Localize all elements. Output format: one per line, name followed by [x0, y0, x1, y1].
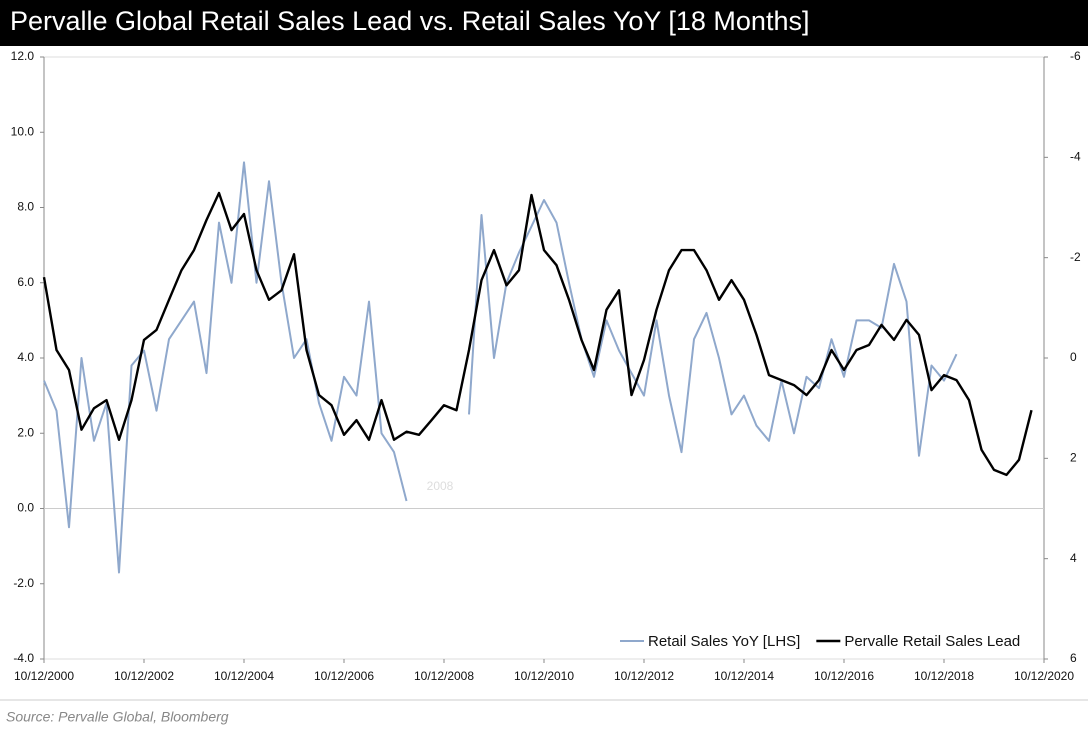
y2-tick-label: 6 [1070, 651, 1077, 665]
source: Source: Pervalle Global, Bloomberg [6, 709, 229, 725]
y2-tick-label: 0 [1070, 350, 1077, 364]
x-tick-label: 10/12/2014 [714, 669, 774, 683]
y-tick-label: -2.0 [13, 576, 34, 590]
legend-label: Pervalle Retail Sales Lead [844, 633, 1020, 650]
y-tick-label: 6.0 [17, 275, 34, 289]
chart-title: Pervalle Global Retail Sales Lead vs. Re… [10, 6, 809, 36]
legend-label: Retail Sales YoY [LHS] [648, 633, 800, 650]
series-line [43, 161, 408, 574]
x-tick-label: 10/12/2018 [914, 669, 974, 683]
y-tick-label: 4.0 [17, 350, 34, 364]
y-tick-label: 0.0 [17, 501, 34, 515]
y-tick-label: -4.0 [13, 651, 34, 665]
y-tick-label: 8.0 [17, 200, 34, 214]
x-tick-label: 10/12/2000 [14, 669, 74, 683]
x-tick-label: 10/12/2004 [214, 669, 274, 683]
x-tick-label: 10/12/2006 [314, 669, 374, 683]
x-tick-label: 10/12/2008 [414, 669, 474, 683]
y2-tick-label: 4 [1070, 551, 1077, 565]
y2-tick-label: -2 [1070, 250, 1081, 264]
x-tick-label: 10/12/2016 [814, 669, 874, 683]
y-tick-label: 12.0 [11, 49, 35, 63]
y-tick-label: 2.0 [17, 425, 34, 439]
x-tick-label: 10/12/2002 [114, 669, 174, 683]
x-tick-label: 10/12/2020 [1014, 669, 1074, 683]
series-line [42, 191, 1033, 477]
series-line [468, 199, 958, 457]
x-tick-label: 10/12/2010 [514, 669, 574, 683]
y2-tick-label: -6 [1070, 49, 1081, 63]
y2-tick-label: 2 [1070, 451, 1077, 465]
x-tick-label: 10/12/2012 [614, 669, 674, 683]
y-tick-label: 10.0 [11, 124, 35, 138]
title-bar [0, 0, 1088, 46]
annotation: 2008 [427, 479, 454, 493]
plot-frame [43, 56, 1045, 660]
y2-tick-label: -4 [1070, 150, 1081, 164]
